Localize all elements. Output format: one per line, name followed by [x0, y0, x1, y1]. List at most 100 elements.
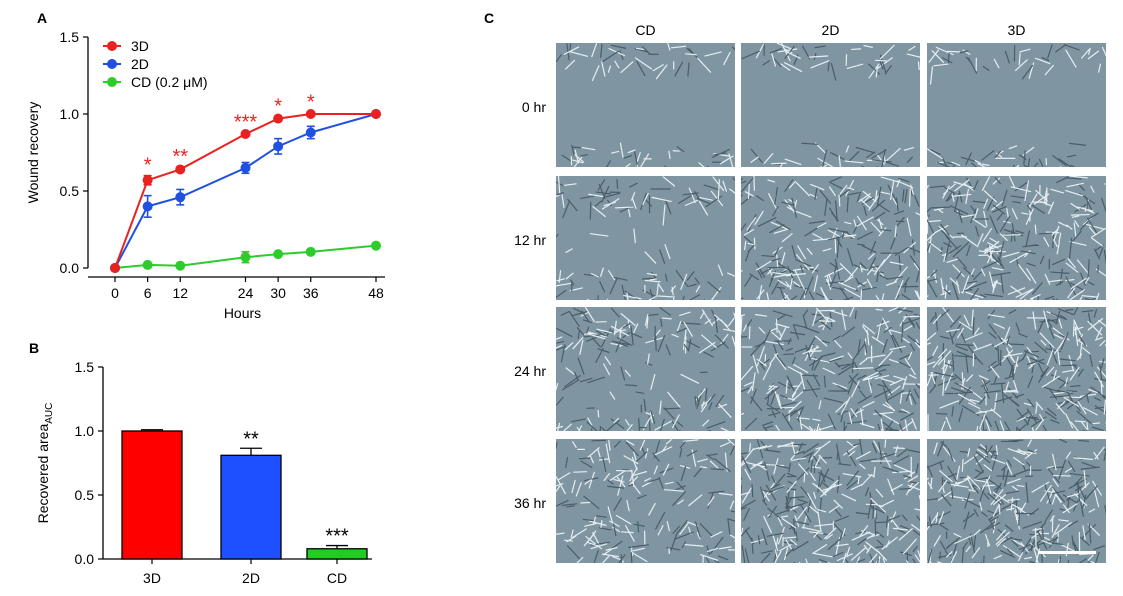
cell-mark [898, 422, 904, 431]
cell-mark [914, 195, 920, 207]
cell-mark [614, 440, 621, 448]
cell-mark [908, 395, 913, 406]
cell-mark [1046, 366, 1055, 376]
cell-mark [722, 180, 727, 192]
cell-mark [603, 363, 611, 376]
cell-mark [857, 231, 873, 240]
cell-mark [741, 50, 760, 60]
cell-mark [935, 512, 939, 524]
cell-mark [907, 482, 920, 493]
cell-mark [979, 413, 986, 430]
cell-mark [842, 296, 854, 300]
cell-mark [591, 65, 600, 82]
row-label: 24 hr [514, 363, 546, 379]
cell-mark [951, 322, 963, 339]
cell-mark [1022, 244, 1038, 248]
cell-mark [774, 186, 778, 205]
cell-mark [786, 502, 806, 510]
cell-mark [928, 516, 932, 528]
cell-mark [1086, 217, 1098, 234]
x-tick-label: 6 [144, 285, 152, 301]
cell-mark [1060, 331, 1069, 351]
cell-mark [823, 397, 843, 404]
cell-mark [931, 206, 951, 209]
cell-mark [1069, 240, 1087, 246]
cell-mark [743, 229, 754, 236]
cell-mark [694, 277, 700, 285]
cell-mark [875, 546, 884, 548]
cell-mark [963, 511, 970, 530]
cell-mark [615, 338, 622, 353]
cell-mark [983, 244, 1003, 252]
cell-mark [793, 281, 801, 287]
cell-mark [852, 367, 874, 370]
cell-mark [804, 276, 814, 296]
cell-mark [881, 536, 898, 550]
cell-mark [839, 286, 850, 300]
cell-mark [1024, 556, 1033, 560]
cell-mark [878, 227, 887, 237]
cell-mark [601, 553, 619, 558]
cell-mark [647, 353, 650, 365]
cell-mark [867, 253, 875, 260]
cell-mark [899, 421, 913, 431]
cell-mark [556, 344, 563, 349]
cell-mark [652, 64, 664, 72]
cell-mark [1059, 508, 1067, 512]
cell-mark [677, 193, 694, 204]
cell-mark [1048, 201, 1055, 215]
cell-mark [977, 233, 984, 246]
cell-mark [937, 377, 957, 386]
cell-mark [630, 471, 648, 477]
cell-mark [889, 261, 904, 266]
cell-mark [943, 242, 952, 248]
cell-mark [564, 342, 574, 351]
cell-mark [837, 385, 847, 392]
y-tick-label: 1.0 [75, 423, 95, 439]
y-axis-label-subscript: AUC [44, 403, 55, 424]
cell-mark [1050, 312, 1067, 321]
cell-mark [874, 190, 878, 202]
cell-mark [994, 177, 1002, 185]
cell-mark [848, 373, 859, 384]
cell-mark [1049, 542, 1064, 546]
cell-mark [808, 290, 815, 300]
cell-mark [861, 268, 880, 273]
cell-mark [859, 262, 867, 270]
cell-mark [577, 357, 585, 375]
cell-mark [939, 540, 949, 555]
cell-mark [908, 247, 920, 253]
cell-mark [588, 520, 607, 526]
cell-mark [904, 358, 916, 376]
cell-mark [708, 401, 713, 410]
cell-mark [696, 458, 708, 463]
cell-mark [837, 410, 848, 416]
cell-mark [801, 526, 822, 533]
cell-mark [884, 427, 894, 431]
cell-mark [1065, 413, 1074, 429]
cell-mark [1069, 385, 1081, 388]
cell-mark [763, 329, 771, 345]
cell-mark [764, 461, 770, 481]
cell-mark [1079, 221, 1089, 231]
cell-mark [775, 318, 778, 334]
cell-mark [956, 271, 962, 280]
cell-mark [579, 339, 584, 355]
cell-mark [570, 529, 574, 538]
cell-mark [640, 192, 647, 211]
cell-mark [1041, 525, 1044, 540]
cell-mark [581, 146, 596, 151]
cell-mark [995, 531, 1010, 545]
cell-mark [1074, 493, 1088, 507]
cell-mark [825, 316, 836, 322]
cell-mark [978, 375, 989, 381]
cell-mark [611, 150, 620, 154]
cell-mark [903, 146, 915, 151]
cell-mark [664, 481, 674, 485]
cell-mark [1023, 164, 1029, 167]
cell-mark [569, 51, 589, 57]
cell-mark [824, 267, 844, 278]
cell-mark [813, 455, 820, 465]
cell-mark [915, 271, 920, 283]
cell-mark [642, 192, 649, 205]
